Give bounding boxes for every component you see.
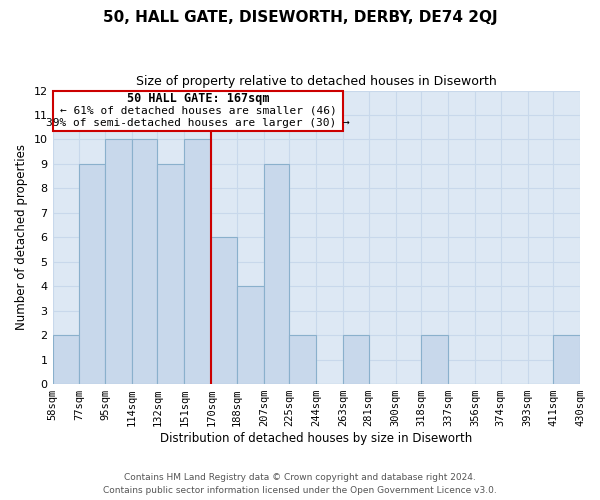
Text: 50, HALL GATE, DISEWORTH, DERBY, DE74 2QJ: 50, HALL GATE, DISEWORTH, DERBY, DE74 2Q… — [103, 10, 497, 25]
Text: 39% of semi-detached houses are larger (30) →: 39% of semi-detached houses are larger (… — [46, 118, 350, 128]
X-axis label: Distribution of detached houses by size in Diseworth: Distribution of detached houses by size … — [160, 432, 472, 445]
Bar — [343, 335, 369, 384]
Bar — [157, 164, 184, 384]
Bar — [421, 335, 448, 384]
Title: Size of property relative to detached houses in Diseworth: Size of property relative to detached ho… — [136, 75, 497, 88]
Bar — [237, 286, 264, 384]
Bar — [53, 335, 79, 384]
Bar — [184, 140, 211, 384]
Y-axis label: Number of detached properties: Number of detached properties — [15, 144, 28, 330]
Bar — [264, 164, 289, 384]
Text: ← 61% of detached houses are smaller (46): ← 61% of detached houses are smaller (46… — [59, 106, 336, 116]
Text: 50 HALL GATE: 167sqm: 50 HALL GATE: 167sqm — [127, 92, 269, 105]
Bar — [211, 238, 237, 384]
Bar — [132, 140, 157, 384]
Bar — [289, 335, 316, 384]
Bar — [553, 335, 580, 384]
FancyBboxPatch shape — [53, 90, 343, 131]
Text: Contains HM Land Registry data © Crown copyright and database right 2024.
Contai: Contains HM Land Registry data © Crown c… — [103, 473, 497, 495]
Bar — [79, 164, 105, 384]
Bar — [105, 140, 132, 384]
